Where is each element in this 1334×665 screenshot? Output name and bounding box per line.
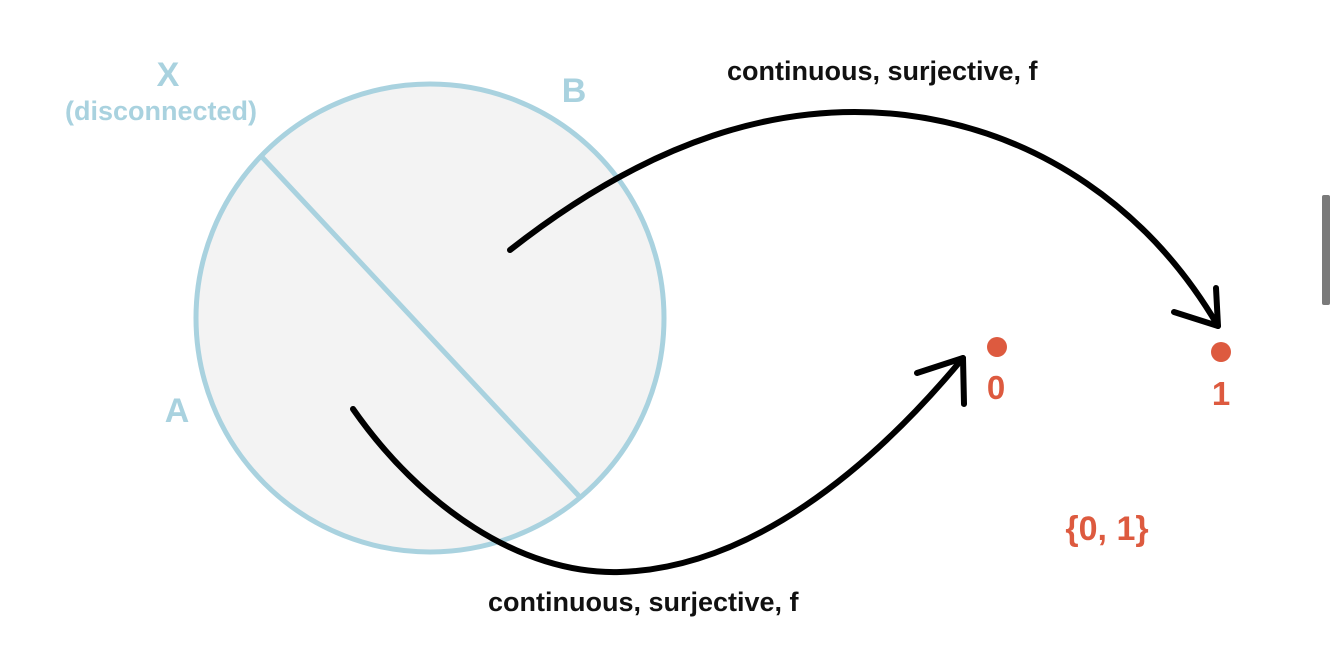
lower-arrow-curve xyxy=(350,355,966,576)
codomain xyxy=(987,337,1231,362)
point-0-label: 0 xyxy=(987,369,1005,406)
point-1-label: 1 xyxy=(1212,375,1230,412)
codomain-set-label: {0, 1} xyxy=(1065,510,1148,548)
space-qualifier-label: (disconnected) xyxy=(65,96,257,126)
separating-line xyxy=(259,154,581,498)
scroll-indicator xyxy=(1322,195,1330,305)
upper-arrow-curve xyxy=(507,108,1221,329)
upper-map-label: continuous, surjective, f xyxy=(727,56,1039,86)
lower-map-label: continuous, surjective, f xyxy=(488,587,800,617)
lower-arrow-head xyxy=(914,355,967,407)
upper-arrow-head xyxy=(1171,285,1221,329)
subset-a-label: A xyxy=(165,392,190,430)
space-name-label: X xyxy=(157,56,180,94)
subset-b-label: B xyxy=(562,72,587,110)
point-0-dot xyxy=(987,337,1007,357)
space-circle xyxy=(193,81,667,555)
upper-map-arrow xyxy=(507,108,1221,329)
point-1-dot xyxy=(1211,342,1231,362)
space-x xyxy=(193,81,667,555)
lower-map-arrow xyxy=(350,355,967,576)
